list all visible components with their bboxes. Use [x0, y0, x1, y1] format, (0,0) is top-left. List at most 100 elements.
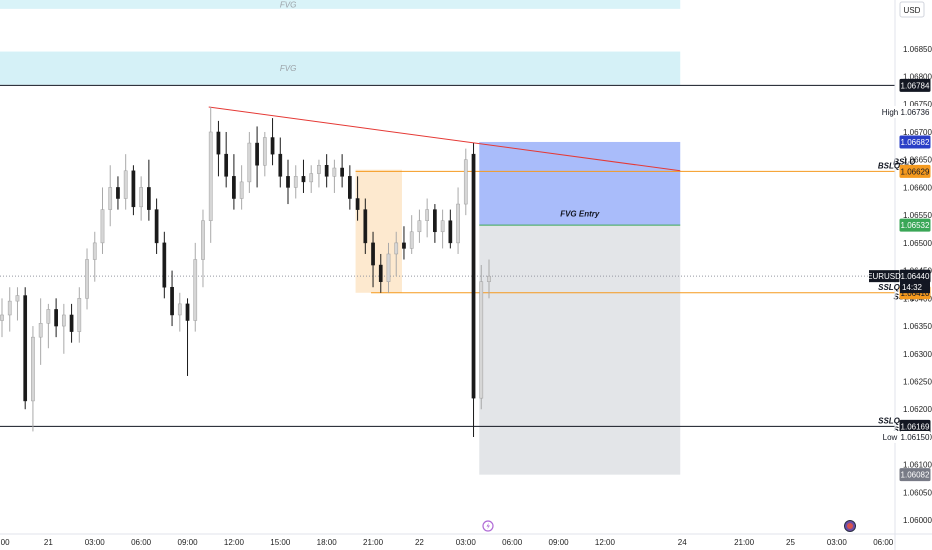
- y-tick-label: 1.06700: [903, 128, 932, 137]
- candle-body: [247, 142, 252, 183]
- candle-body: [123, 170, 128, 199]
- candle-body: [15, 295, 20, 302]
- x-tick-label: 21:00: [363, 538, 384, 547]
- candle-body: [208, 131, 213, 221]
- x-tick-label: 21: [44, 538, 53, 547]
- candle-body: [286, 176, 290, 188]
- candle-body: [317, 164, 321, 174]
- candle-body: [255, 142, 259, 166]
- candle-body: [185, 303, 190, 321]
- candle-body: [131, 170, 136, 208]
- price-tag-value: 1.06169: [901, 422, 930, 431]
- candle-body: [54, 309, 58, 327]
- x-tick-label: 09:00: [178, 538, 199, 547]
- currency-label[interactable]: USD: [904, 6, 921, 15]
- price-tag: [899, 468, 931, 482]
- target-zone: [479, 141, 681, 226]
- y-tick-label: 1.06250: [903, 378, 932, 387]
- candle-body: [216, 131, 221, 155]
- candle-body: [348, 176, 352, 199]
- y-tick-label: 1.06200: [903, 405, 932, 414]
- candle-body: [417, 220, 422, 233]
- tag-side-label: BSLQ: [878, 161, 901, 170]
- price-tag-value: 1.06682: [901, 138, 930, 147]
- tag-label-bg: [880, 430, 900, 443]
- candle-body: [77, 298, 82, 332]
- candle-body: [162, 242, 167, 288]
- candle-body: [301, 176, 306, 183]
- lightning-event-icon[interactable]: [482, 520, 494, 532]
- x-tick-label: 12:00: [224, 538, 245, 547]
- candle-body: [448, 220, 453, 244]
- candle-body: [293, 176, 298, 188]
- candle-body: [386, 253, 391, 282]
- y-tick-label: 1.06000: [903, 516, 932, 525]
- stop-zone: [479, 225, 681, 475]
- candle-body: [154, 209, 159, 244]
- candle-body: [278, 153, 283, 177]
- tag-side-label: SSLQ: [878, 416, 901, 425]
- candle-body: [324, 164, 329, 177]
- candle-body: [363, 209, 368, 244]
- x-tick-label: 22: [415, 538, 424, 547]
- y-tick-label: 1.06800: [903, 73, 932, 82]
- candle-body: [170, 286, 174, 316]
- candle-body: [270, 137, 275, 155]
- candle-body: [332, 167, 337, 177]
- x-tick-label: 21:00: [734, 538, 755, 547]
- x-tick-label: 15:00: [270, 538, 291, 547]
- price-tag-value: 1.06410: [901, 289, 930, 298]
- tag-side-label: SSLQ: [878, 283, 901, 292]
- candle-body: [69, 314, 74, 332]
- candle-body: [85, 259, 89, 299]
- x-tick-label: 03:00: [827, 538, 848, 547]
- candle-body: [479, 281, 484, 399]
- candle-body: [355, 198, 360, 210]
- y-tick-label: 1.06650: [903, 156, 932, 165]
- x-tick-label: 18:00: [317, 538, 338, 547]
- candle-body: [309, 173, 314, 183]
- symbol-tag: EURUSD: [867, 272, 901, 281]
- candle-body: [46, 309, 51, 324]
- y-tick-label: 1.06300: [903, 350, 932, 359]
- annotation-label: BSLQ: [893, 158, 916, 167]
- x-tick-label: 06:00: [502, 538, 523, 547]
- fvg-zone-top-label: FVG: [280, 0, 296, 9]
- candle-body: [433, 209, 437, 233]
- x-tick-label: 25: [786, 538, 795, 547]
- candle-body: [402, 242, 406, 249]
- candle-body: [23, 295, 28, 402]
- y-tick-label: 1.06750: [903, 100, 932, 109]
- candle-body: [378, 264, 383, 282]
- x-tick-label: :00: [0, 538, 10, 547]
- x-tick-label: 03:00: [456, 538, 477, 547]
- price-tag-value: 1.06629: [901, 167, 930, 176]
- x-tick-label: 24: [678, 538, 687, 547]
- y-tick-label: 1.06850: [903, 45, 932, 54]
- price-tag: [899, 78, 931, 92]
- y-tick-label: 1.06050: [903, 488, 932, 497]
- trendline: [208, 106, 681, 172]
- candle-body: [177, 303, 182, 316]
- x-tick-label: 06:00: [131, 538, 152, 547]
- economic-event-flag-icon[interactable]: [844, 520, 856, 532]
- candle-body: [340, 167, 344, 177]
- candle-body: [193, 259, 198, 321]
- x-tick-label: 06:00: [873, 538, 894, 547]
- price-tag-value: 1.06440: [901, 272, 930, 281]
- price-tag: [900, 430, 930, 443]
- price-tag: [899, 164, 931, 178]
- annotation-label: FVG Entry: [560, 209, 600, 218]
- candle-body: [61, 314, 66, 327]
- candle-body: [394, 242, 399, 255]
- tag-label-bg: [880, 106, 900, 119]
- price-tag-value: 1.06150: [901, 433, 930, 442]
- countdown-tag: 14:32: [902, 283, 923, 292]
- candle-body: [7, 300, 12, 316]
- price-tag-value: 1.06784: [901, 81, 930, 90]
- symbol-tag-bg: [869, 270, 899, 283]
- candle-body: [0, 314, 4, 321]
- x-tick-label: 09:00: [549, 538, 570, 547]
- candle-body: [463, 159, 468, 205]
